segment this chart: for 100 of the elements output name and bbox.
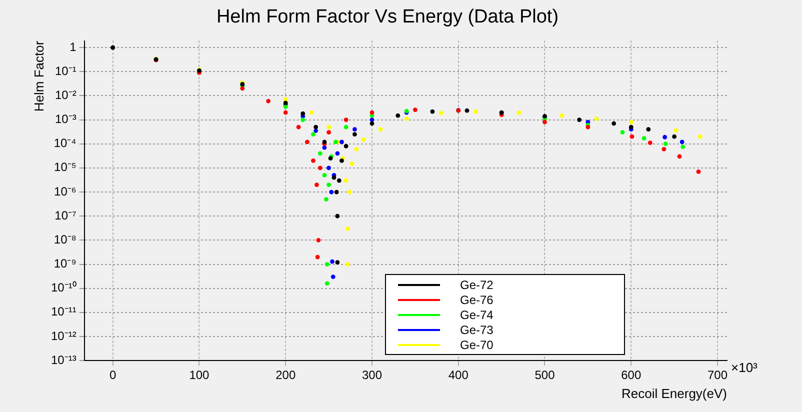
point xyxy=(315,254,320,260)
point xyxy=(305,140,310,144)
point xyxy=(334,190,339,194)
point xyxy=(370,121,374,126)
point xyxy=(335,151,340,156)
point xyxy=(642,136,646,140)
point xyxy=(352,132,357,136)
point xyxy=(628,124,634,130)
y-tick-label: 10⁻³ xyxy=(55,112,76,126)
y-tick-label: 10⁻¹⁰ xyxy=(51,280,76,295)
text: ×10³ xyxy=(731,360,758,376)
point xyxy=(404,116,409,121)
point xyxy=(318,166,322,170)
x-tick-label: 100 xyxy=(189,368,210,382)
point xyxy=(680,140,684,144)
point xyxy=(620,130,625,135)
point xyxy=(316,238,321,242)
legend-label: Ge-76 xyxy=(460,292,494,306)
point xyxy=(594,116,599,121)
legend-label: Ge-73 xyxy=(460,322,494,336)
point xyxy=(577,118,582,122)
point xyxy=(326,124,331,130)
point xyxy=(318,151,322,156)
point xyxy=(430,109,435,114)
x-tick-label: 700 xyxy=(707,368,728,382)
y-tick-label: 10⁻⁴ xyxy=(54,136,76,150)
y-tick-label: 10⁻⁸ xyxy=(54,232,76,246)
point xyxy=(324,197,328,202)
point xyxy=(612,121,616,126)
point xyxy=(314,124,318,130)
legend-label: Ge-74 xyxy=(460,308,494,322)
point xyxy=(680,144,686,150)
legend-label: Ge-70 xyxy=(460,338,494,352)
point xyxy=(266,98,271,104)
point xyxy=(332,175,336,180)
x-axis-title: Recoil Energy(eV) xyxy=(622,386,727,402)
point xyxy=(542,120,547,124)
point xyxy=(344,118,348,122)
point xyxy=(344,178,348,183)
x-tick-label: 400 xyxy=(448,368,469,382)
point xyxy=(322,172,327,178)
point xyxy=(240,86,245,91)
point xyxy=(396,113,400,118)
y-tick-label: 10⁻⁶ xyxy=(54,184,76,198)
point xyxy=(326,166,331,170)
y-tick-label: 10⁻² xyxy=(55,88,76,102)
point xyxy=(300,111,306,116)
point xyxy=(311,158,316,163)
point xyxy=(326,182,331,187)
y-tick-label: 10⁻¹¹ xyxy=(51,304,76,319)
y-tick-label: 10⁻⁷ xyxy=(54,208,76,222)
point xyxy=(674,128,678,133)
point xyxy=(330,259,334,264)
x-tick-label: 0 xyxy=(110,368,117,382)
point xyxy=(329,190,334,194)
point xyxy=(336,178,342,183)
x-tick-label: 300 xyxy=(362,368,382,382)
point xyxy=(344,124,348,130)
point xyxy=(350,161,354,166)
point xyxy=(335,214,340,218)
point xyxy=(340,140,344,144)
point xyxy=(354,146,359,152)
y-tick-label: 10⁻¹² xyxy=(51,328,76,343)
y-tick-label: 10⁻¹³ xyxy=(51,352,76,367)
point xyxy=(324,262,330,266)
point xyxy=(314,128,318,133)
x-tick-label: 600 xyxy=(621,368,642,382)
point xyxy=(698,134,702,139)
point xyxy=(630,134,634,139)
point xyxy=(646,127,651,132)
point xyxy=(300,118,306,122)
point xyxy=(314,182,319,187)
point xyxy=(672,134,677,139)
point xyxy=(326,130,331,135)
point xyxy=(324,281,330,286)
chart-title: Helm Form Factor Vs Energy (Data Plot) xyxy=(216,6,559,28)
point xyxy=(464,108,470,113)
y-tick-label: 10⁻⁵ xyxy=(54,160,76,174)
point xyxy=(296,124,301,130)
point xyxy=(696,169,701,174)
point xyxy=(283,110,288,115)
y-tick-label: 10⁻⁹ xyxy=(54,256,76,271)
point xyxy=(330,274,336,280)
point xyxy=(346,262,350,266)
point xyxy=(346,226,350,231)
x-tick-label: 500 xyxy=(534,368,556,382)
point xyxy=(412,108,418,112)
point xyxy=(560,113,564,118)
point xyxy=(662,134,668,140)
point xyxy=(335,260,340,265)
point xyxy=(662,146,666,152)
point xyxy=(516,110,522,115)
point xyxy=(370,118,374,122)
point xyxy=(361,137,366,142)
point xyxy=(352,127,357,132)
point xyxy=(370,110,374,115)
y-tick-label: 1 xyxy=(70,40,77,54)
y-tick-label: 10⁻¹ xyxy=(55,64,76,78)
point xyxy=(648,140,652,146)
point xyxy=(677,154,682,159)
